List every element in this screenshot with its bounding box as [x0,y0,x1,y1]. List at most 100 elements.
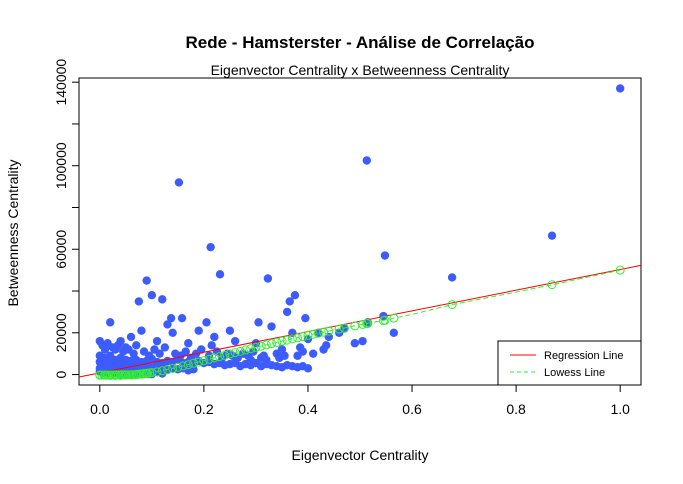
y-tick-label: 100000 [53,142,69,189]
lowess-point [615,265,625,275]
lowess-point [272,337,282,347]
lowess-point [277,336,287,346]
data-point [207,341,216,350]
data-point [166,313,176,323]
x-tick-label: 0.2 [194,401,214,417]
y-axis-label: Betweenness Centrality [5,159,21,306]
lowess-point [447,300,457,310]
lowess-point [235,346,245,356]
lowess-point [204,354,214,364]
data-point [206,242,215,252]
data-point [308,349,318,358]
data-point [113,341,123,350]
data-point [285,297,294,306]
data-point [290,290,300,300]
data-point [126,332,136,342]
lowess-point [230,348,240,358]
lowess-point [157,366,167,376]
lowess-point [324,326,334,336]
lowess-point [282,335,292,345]
data-point [280,351,289,360]
chart-subtitle: Eigenvector Centrality x Betweenness Cen… [211,62,510,78]
lowess-point [199,356,209,366]
lowess-point [246,344,256,354]
y-tick-label: 60000 [53,230,69,269]
legend-box [497,340,642,386]
data-point [106,318,115,327]
data-point [158,295,167,304]
legend-regression-label: Regression Line [544,350,624,362]
lowess-point [298,332,308,342]
x-tick-label: 1.0 [610,401,630,417]
data-point [210,332,219,342]
lowess-point [308,329,318,339]
lowess-point [251,342,261,352]
lowess-point [339,323,349,333]
data-point [202,318,211,327]
y-tick-label: 20000 [53,313,69,352]
data-point [225,326,235,335]
data-point [184,339,193,348]
lowess-point [168,364,178,374]
lowess-point [225,349,235,359]
data-point [282,307,292,317]
data-point [303,364,313,373]
data-point [350,339,359,348]
data-point [197,345,206,354]
lowess-point [350,321,360,331]
lowess-point [220,350,230,360]
lowess-point [362,319,372,329]
data-point [163,320,172,329]
data-point [615,84,625,93]
legend: Regression Line Lowess Line [497,340,642,386]
lowess-point [287,334,297,344]
y-tick-label: 0 [53,370,69,378]
lowess-point [152,367,162,377]
data-point [168,328,177,337]
data-point [362,156,371,165]
data-point [215,270,225,279]
lowess-point [209,353,219,363]
data-point [174,178,184,187]
data-point [155,349,164,358]
data-point [321,341,331,350]
y-axis: 0 20000 60000 100000 140000 [53,59,80,378]
data-point [298,347,307,356]
lowess-points-layer [95,265,625,380]
lowess-point [319,327,329,337]
lowess-point [389,313,399,323]
data-point [447,273,457,282]
data-point [254,318,263,327]
x-tick-label: 0.6 [402,401,422,417]
lowess-line [99,269,621,376]
lowess-point [261,340,271,350]
data-point [230,336,240,346]
data-point [194,326,203,335]
lowess-point [267,339,277,349]
data-point [389,328,399,337]
lowess-point [547,280,557,290]
data-point [152,336,162,346]
points-layer [95,84,625,379]
legend-lowess-label: Lowess Line [544,367,605,379]
data-point [132,341,141,350]
lowess-point [241,345,251,355]
data-point [358,336,367,346]
lowess-point [162,365,172,375]
lowess-point [173,362,183,372]
lowess-point [378,316,388,326]
data-point [142,276,151,285]
y-tick-label: 140000 [53,59,69,106]
data-point [134,297,144,306]
data-point [380,251,390,260]
lowess-point [303,330,313,340]
data-point [547,231,557,240]
chart-title: Rede - Hamsterster - Análise de Correlaç… [186,33,535,52]
lowess-point [256,341,266,351]
lowess-point [183,360,193,370]
data-point [160,343,170,352]
data-point [147,290,157,300]
lowess-point [194,357,204,367]
data-point [181,347,190,356]
